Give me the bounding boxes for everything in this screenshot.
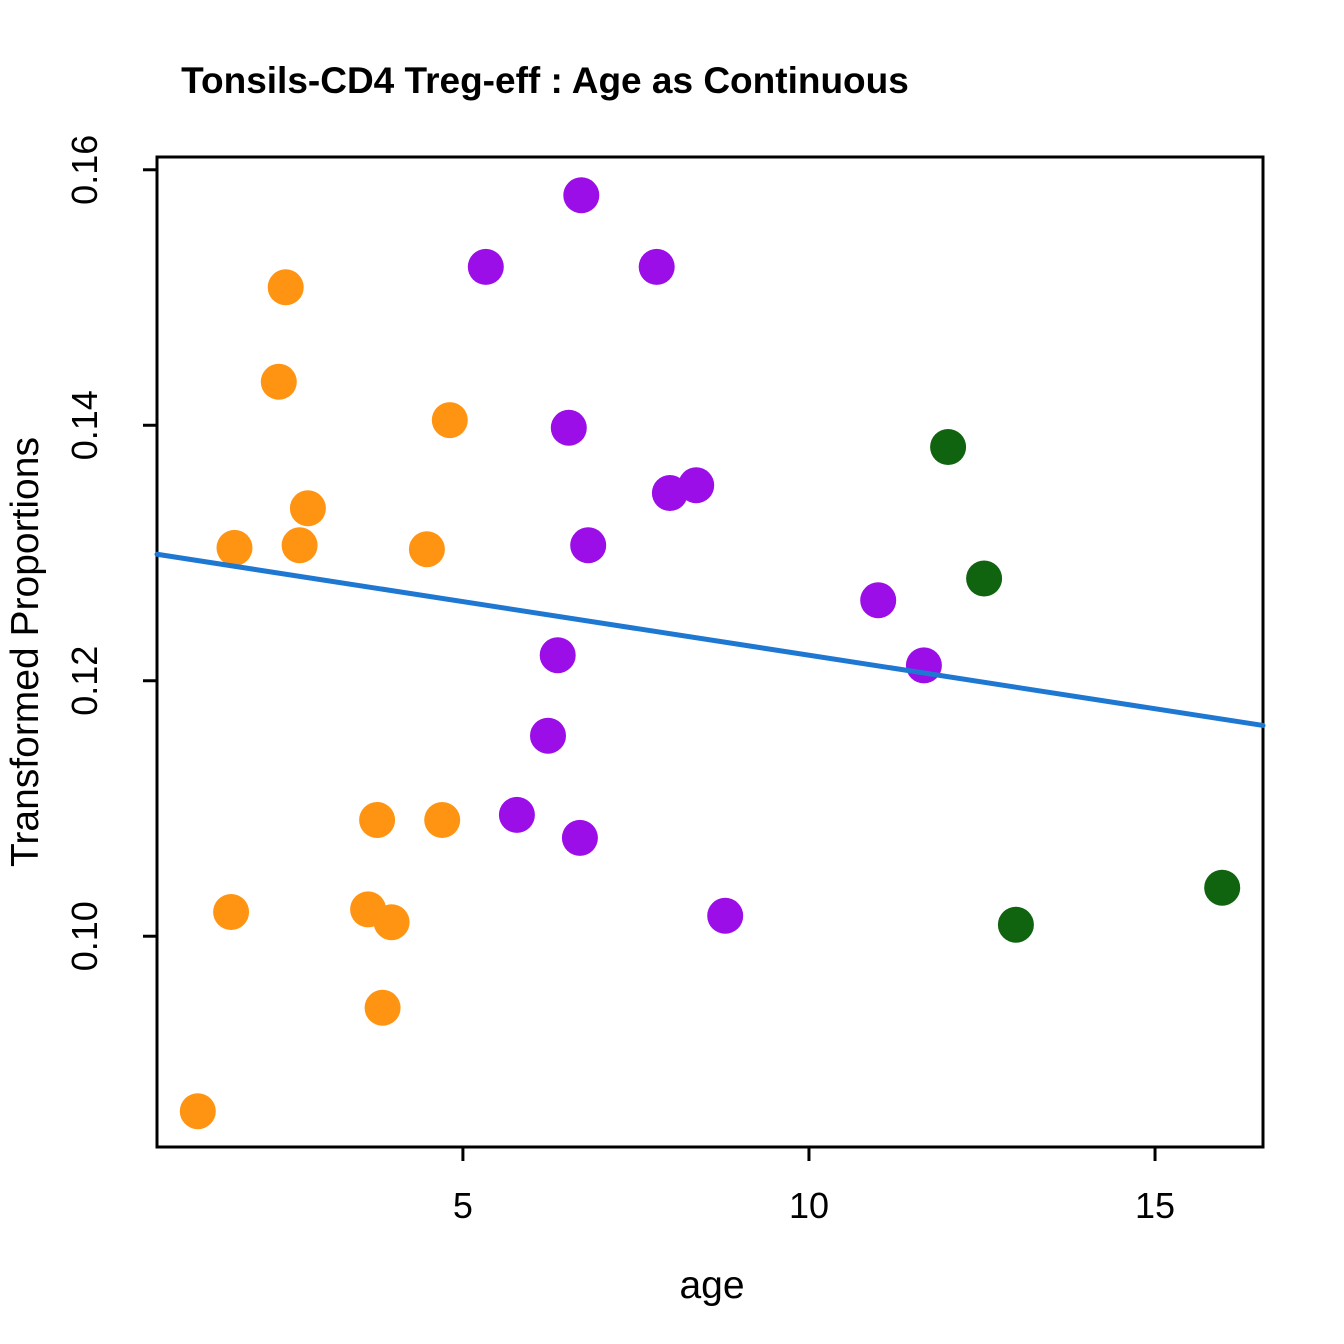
orange-group-point xyxy=(281,527,318,564)
green-group-point xyxy=(1204,869,1241,906)
purple-group-point xyxy=(467,248,504,285)
purple-group-point xyxy=(563,177,600,214)
green-group-point xyxy=(966,560,1003,597)
orange-group-point xyxy=(424,802,461,838)
purple-group-point xyxy=(570,527,607,564)
green-group-point xyxy=(930,429,967,465)
y-axis-title: Transformed Proportions xyxy=(4,437,47,867)
x-tick-label: 10 xyxy=(789,1185,829,1226)
y-tick-label: 0.14 xyxy=(64,390,105,460)
x-tick-label: 15 xyxy=(1135,1185,1175,1226)
x-axis-title: age xyxy=(679,1264,744,1307)
orange-group-point xyxy=(408,531,445,568)
orange-group-point xyxy=(359,802,396,838)
y-tick-label: 0.16 xyxy=(64,135,105,205)
plot-area: 5 10 15 0.10 0.12 0.14 0.16 xyxy=(64,135,1266,1226)
green-group-point xyxy=(997,906,1034,943)
purple-group-point xyxy=(561,819,598,856)
purple-group-point xyxy=(530,717,566,754)
purple-group-point xyxy=(707,897,744,934)
orange-group-point xyxy=(216,529,253,566)
purple-group-point xyxy=(860,582,897,619)
orange-group-point xyxy=(364,989,401,1026)
x-tick-label: 5 xyxy=(453,1185,473,1226)
orange-group-point xyxy=(260,363,297,400)
y-tick-label: 0.10 xyxy=(64,901,105,971)
purple-group-point xyxy=(498,796,535,833)
orange-group-point xyxy=(289,490,326,527)
orange-group-point xyxy=(431,402,468,439)
orange-group-point xyxy=(267,269,304,306)
y-tick-label: 0.12 xyxy=(64,646,105,716)
purple-group-point xyxy=(638,248,675,285)
regression-line xyxy=(154,551,1266,728)
purple-group-point xyxy=(550,409,587,446)
plot-box xyxy=(155,155,1265,1149)
purple-group-point xyxy=(678,467,715,504)
chart-title: Tonsils-CD4 Treg-eff : Age as Continuous xyxy=(181,60,909,101)
orange-group-point xyxy=(179,1093,216,1130)
purple-group-point xyxy=(539,637,576,674)
orange-group-point xyxy=(213,894,250,930)
orange-group-point xyxy=(373,904,410,941)
purple-group-point xyxy=(905,647,942,684)
